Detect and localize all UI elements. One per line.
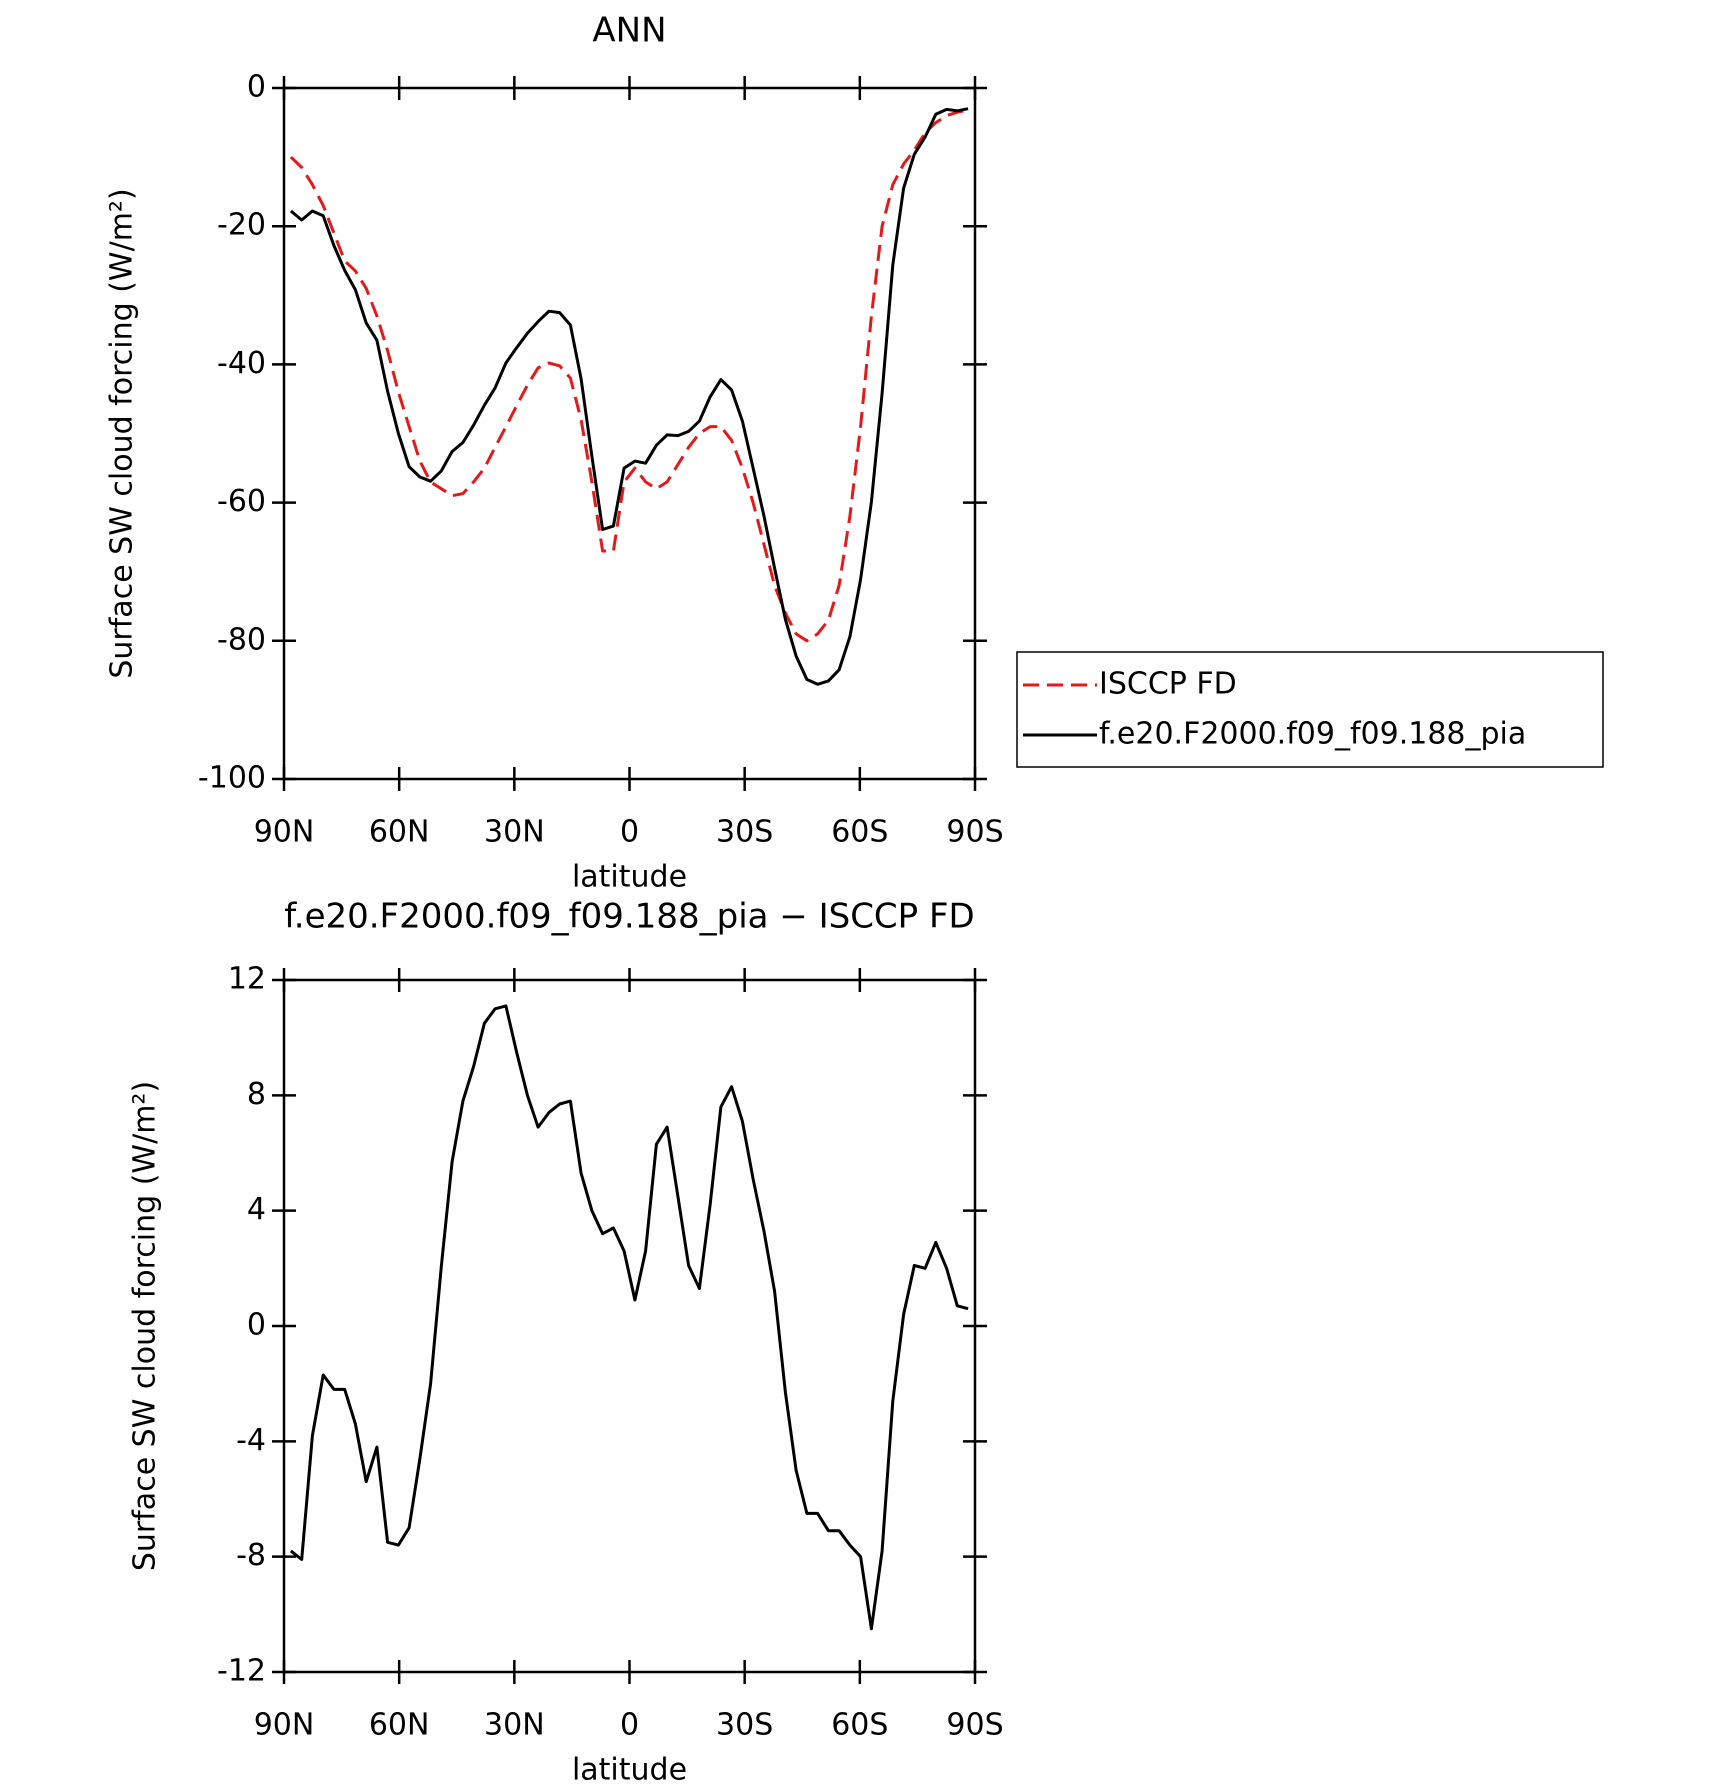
x-axis-label: latitude [572,1753,687,1788]
legend-label: f.e20.F2000.f09_f09.188_pia [1099,717,1526,752]
y-tick-label: 4 [247,1192,266,1227]
legend-box [1016,651,1604,768]
x-tick-label: 90S [946,1708,1003,1743]
plot-frame [282,978,977,1674]
y-tick-label: 0 [247,70,266,105]
x-tick-label: 90N [254,815,315,850]
y-tick-label: -40 [217,346,266,381]
chart-title: ANN [592,11,666,51]
y-tick-label: -60 [217,484,266,519]
y-tick-label: -80 [217,622,266,657]
x-tick-label: 30S [716,1708,773,1743]
x-tick-label: 60N [369,815,430,850]
x-tick-label: 0 [620,815,639,850]
y-tick-label: 8 [247,1077,266,1112]
x-tick-label: 60S [831,815,888,850]
x-tick-label: 0 [620,1708,639,1743]
x-tick-label: 90N [254,1708,315,1743]
plot-frame [282,86,977,781]
x-tick-label: 30N [484,1708,545,1743]
chart-title: f.e20.F2000.f09_f09.188_pia − ISCCP FD [284,897,974,937]
data-line [289,107,969,686]
x-tick-label: 30S [716,815,773,850]
y-tick-label: 0 [247,1308,266,1343]
y-tick-label: -12 [217,1654,266,1689]
y-tick-label: 12 [228,962,266,997]
data-line [289,1004,969,1631]
y-tick-label: -100 [198,761,266,796]
data-line [289,108,969,643]
x-axis-label: latitude [572,860,687,895]
x-tick-label: 60S [831,1708,888,1743]
y-tick-label: -4 [236,1423,266,1458]
y-tick-label: -20 [217,208,266,243]
legend-label: ISCCP FD [1099,667,1237,702]
y-tick-label: -8 [236,1538,266,1573]
y-axis-label: Surface SW cloud forcing (W/m²) [128,1081,163,1571]
x-tick-label: 90S [946,815,1003,850]
x-tick-label: 30N [484,815,545,850]
x-tick-label: 60N [369,1708,430,1743]
y-axis-label: Surface SW cloud forcing (W/m²) [105,188,140,678]
